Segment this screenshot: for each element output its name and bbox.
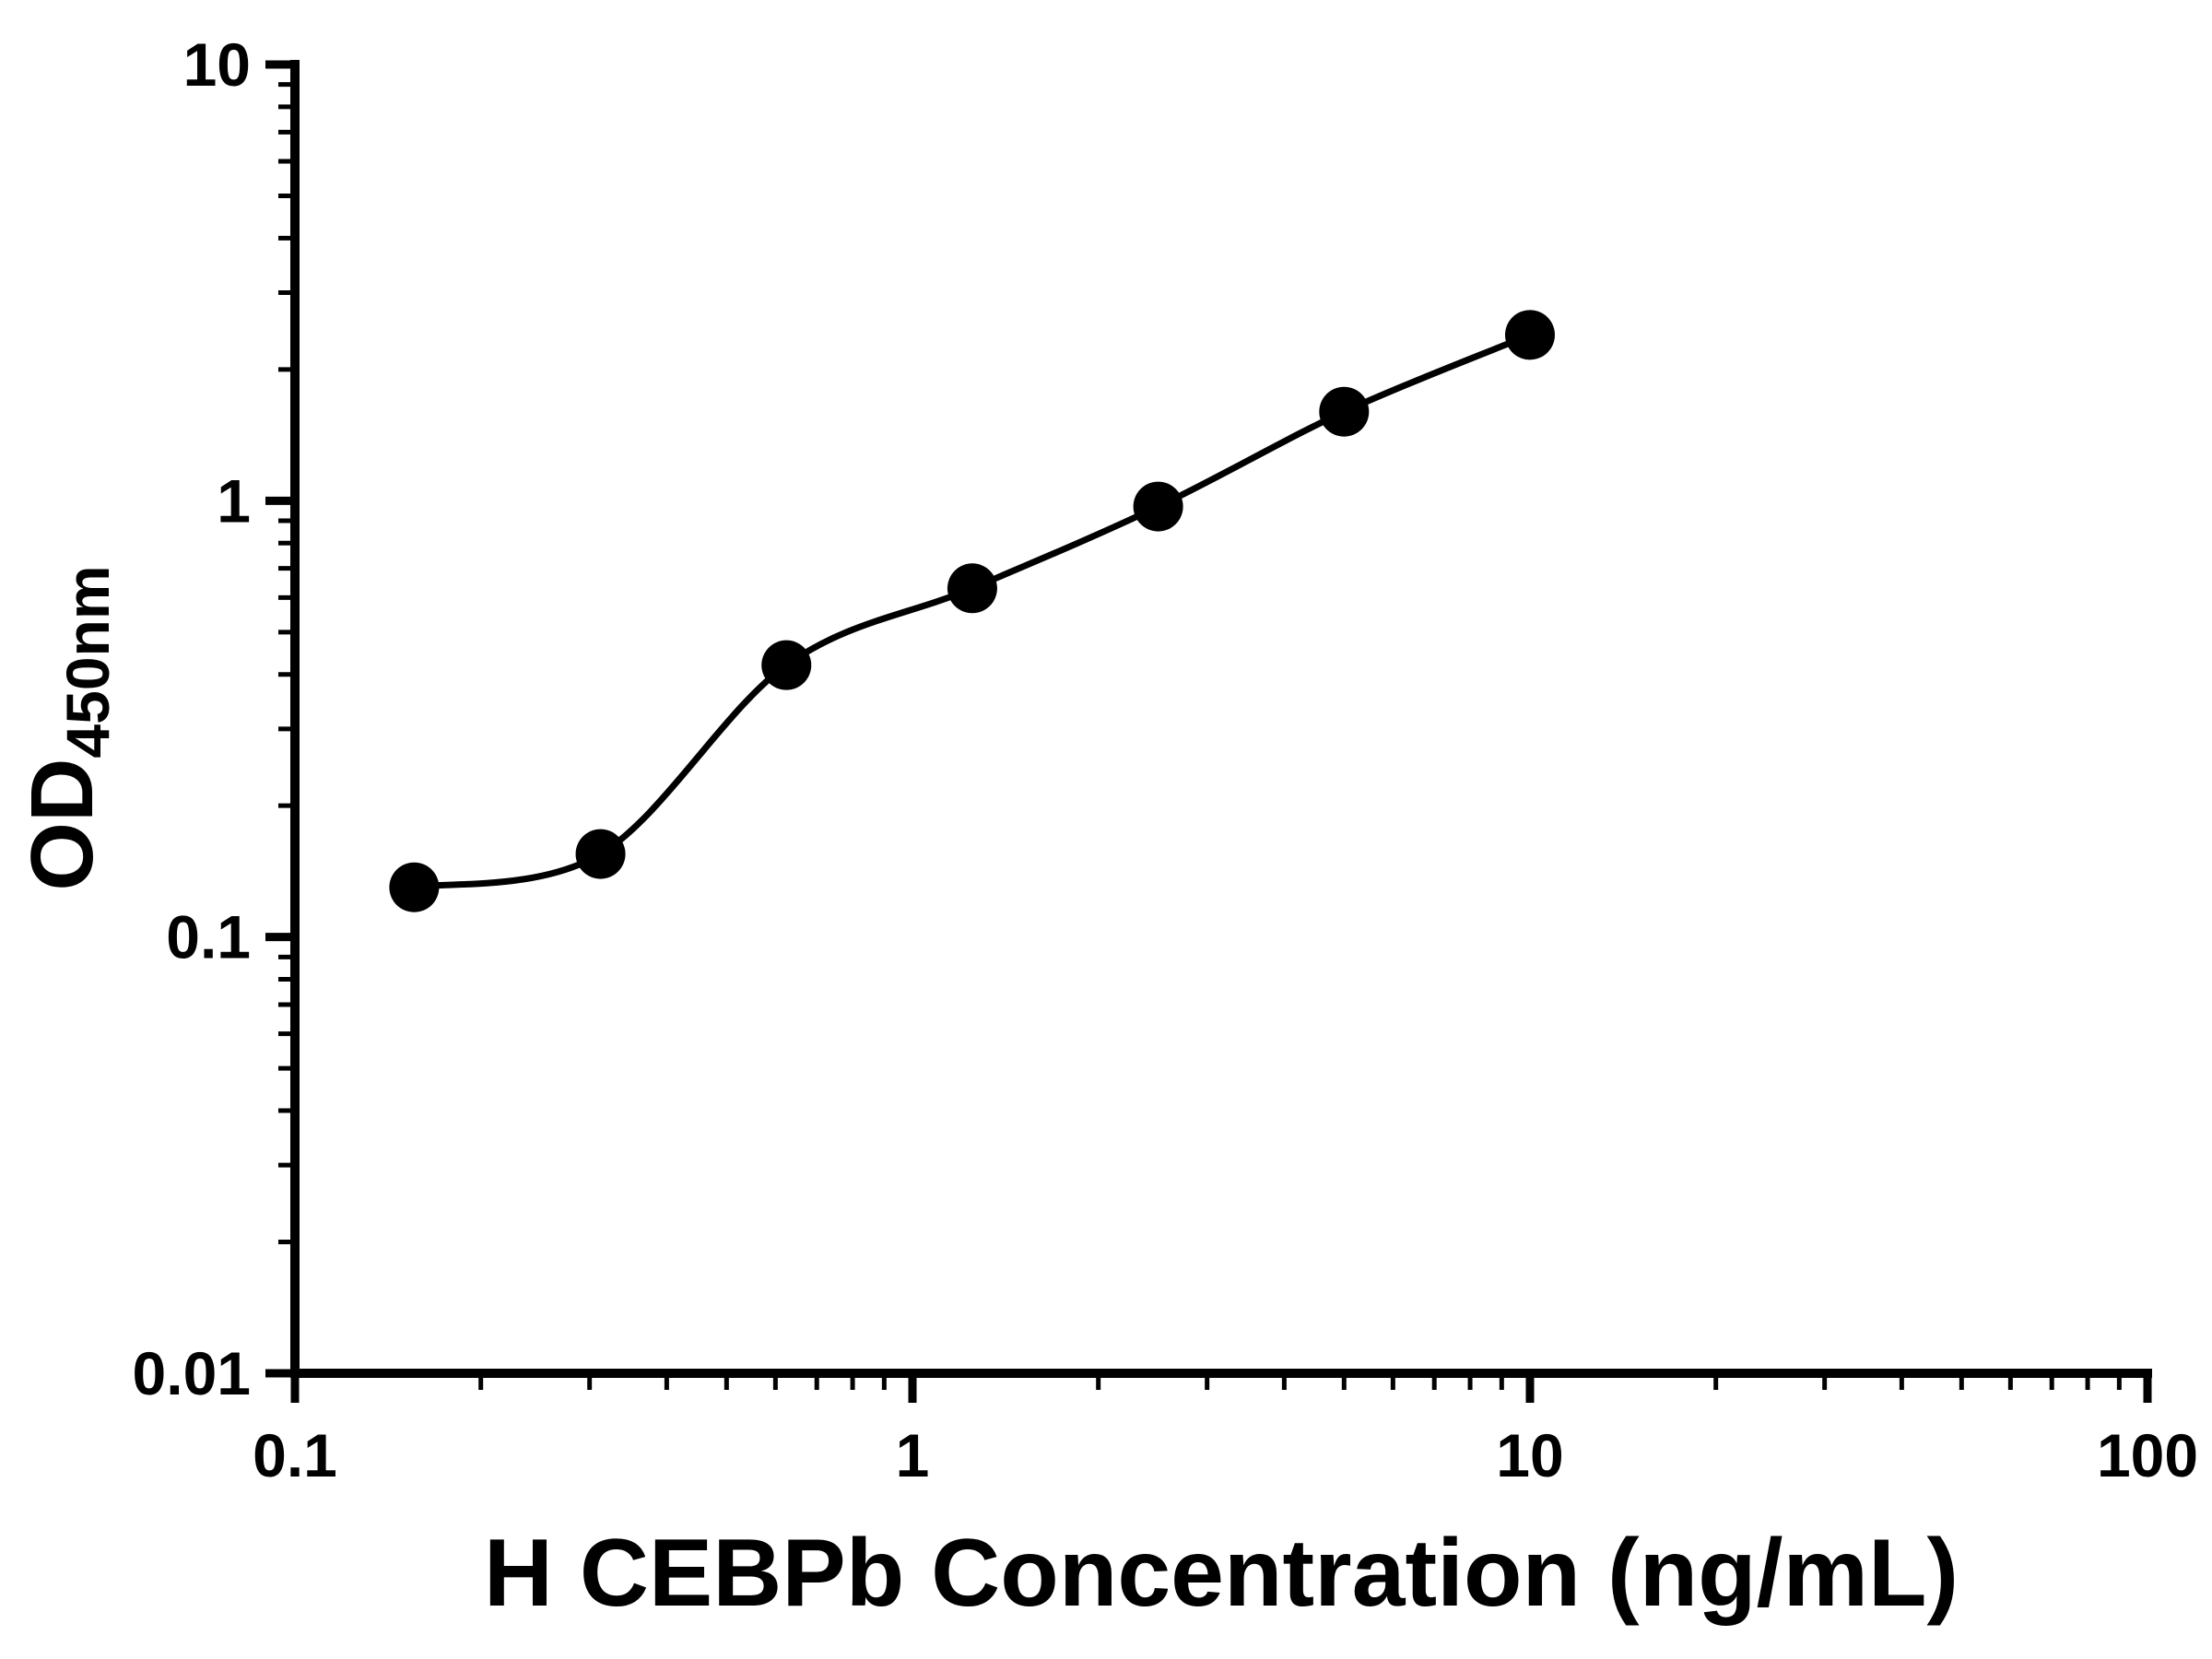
data-point [1505, 310, 1555, 360]
y-axis-title-main: OD [13, 759, 112, 891]
data-point [947, 563, 997, 614]
data-point [1133, 481, 1183, 532]
data-point [1319, 386, 1370, 437]
x-axis-title: H CEBPb Concentration (ng/mL) [484, 1520, 1959, 1627]
data-point [575, 829, 626, 879]
data-point [389, 862, 440, 912]
x-tick-label: 0.1 [253, 1421, 337, 1489]
x-tick-label: 1 [896, 1421, 930, 1489]
y-tick-label: 0.1 [166, 903, 251, 971]
y-axis-title: OD450nm [13, 565, 122, 890]
axes [290, 60, 2152, 1378]
y-axis-title-sub: 450nm [53, 565, 122, 758]
data-point [761, 640, 812, 690]
y-tick-label: 0.01 [133, 1339, 251, 1407]
y-tick-label: 10 [183, 30, 251, 99]
x-tick-label: 100 [2097, 1421, 2198, 1489]
x-tick-label: 10 [1496, 1421, 1563, 1489]
y-tick-label: 1 [217, 466, 251, 535]
